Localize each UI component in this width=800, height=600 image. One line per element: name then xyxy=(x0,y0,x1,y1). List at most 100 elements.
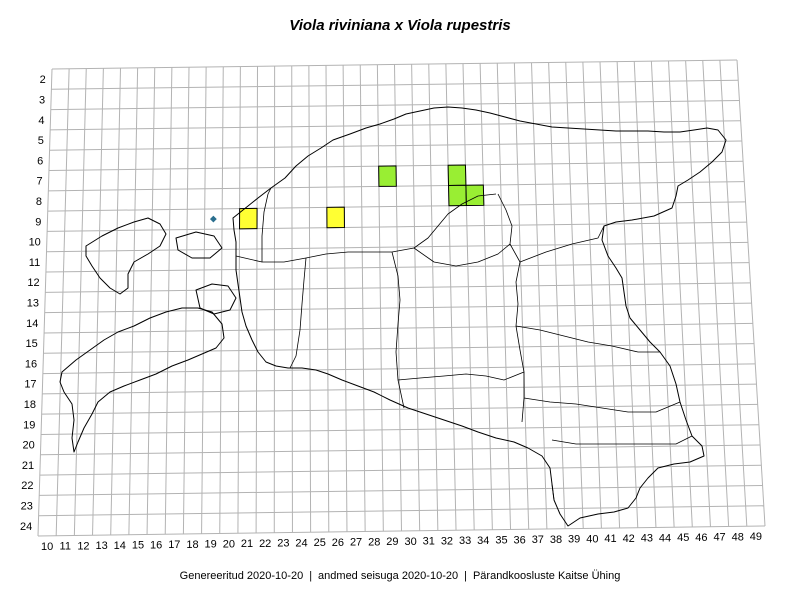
grid-line-horizontal xyxy=(49,140,742,151)
x-axis-label: 20 xyxy=(223,538,235,550)
grid-line-vertical xyxy=(73,68,87,536)
x-axis-label: 38 xyxy=(550,534,562,546)
x-axis-label: 16 xyxy=(150,539,162,551)
occurrence-cell-green xyxy=(447,164,467,187)
grid-line-horizontal xyxy=(38,505,764,517)
y-axis-label: 10 xyxy=(29,237,41,249)
x-axis-label: 28 xyxy=(368,536,380,548)
grid-line-vertical xyxy=(736,59,766,527)
x-axis-label: 25 xyxy=(314,537,326,549)
grid-line-vertical xyxy=(513,62,530,530)
x-axis-label: 35 xyxy=(495,535,507,547)
occurrence-cells-layer xyxy=(239,164,485,230)
grid-line-vertical xyxy=(308,65,312,533)
generated-date: Genereeritud 2020-10-20 xyxy=(179,570,304,582)
grid-line-vertical xyxy=(685,60,711,527)
grid-line-horizontal xyxy=(39,484,763,496)
grid-line-vertical xyxy=(219,66,224,534)
grid-line-horizontal xyxy=(44,322,753,334)
y-axis-label: 2 xyxy=(40,74,46,86)
grid-line-horizontal xyxy=(44,302,752,314)
x-axis-label: 37 xyxy=(532,534,544,546)
grid-line-vertical xyxy=(531,62,548,530)
y-axis-label: 18 xyxy=(24,399,36,411)
grid-line-vertical xyxy=(110,68,121,536)
y-axis-label: 3 xyxy=(39,94,45,106)
vormsi-outline xyxy=(175,231,223,259)
hiiumaa-outline xyxy=(85,217,167,295)
grid-line-vertical xyxy=(128,67,139,535)
x-axis-label: 30 xyxy=(404,536,416,548)
y-axis-label: 11 xyxy=(29,257,40,269)
footer: Genereeritud 2020-10-20 | andmed seisuga 2… xyxy=(0,570,800,582)
grid-layer xyxy=(37,59,766,537)
grid-line-vertical xyxy=(496,63,512,530)
occurrence-cell-green xyxy=(378,165,397,187)
x-axis-label: 33 xyxy=(459,535,471,547)
grid-line-vertical xyxy=(702,60,730,527)
grid-line-vertical xyxy=(201,66,207,534)
x-axis-label: 17 xyxy=(168,539,180,551)
y-axis-label: 9 xyxy=(35,216,41,228)
grid-line-vertical xyxy=(411,64,421,531)
outline-layer xyxy=(59,106,727,527)
grid-line-vertical xyxy=(342,65,348,532)
axis-labels-layer: 10 11 12 13 14 15 16 17 18 19 20 21 22 23 24 25 26 27 28 29… xyxy=(20,74,762,553)
grid-line-horizontal xyxy=(41,403,758,415)
grid-line-horizontal xyxy=(40,444,761,456)
x-axis-label: 13 xyxy=(95,540,107,552)
x-axis-label: 21 xyxy=(241,538,253,550)
grid-line-vertical xyxy=(582,62,602,529)
footer-separator: | xyxy=(309,570,313,582)
x-axis-label: 49 xyxy=(750,531,762,543)
x-axis-label: 45 xyxy=(677,532,689,544)
x-axis-label: 12 xyxy=(77,540,89,552)
x-axis-label: 39 xyxy=(568,534,580,546)
y-axis-label: 16 xyxy=(25,358,37,370)
grid-line-horizontal xyxy=(42,383,757,395)
x-axis-label: 42 xyxy=(623,533,635,545)
x-axis-label: 44 xyxy=(659,532,671,544)
occurrence-cell-yellow xyxy=(239,207,258,230)
grid-line-vertical xyxy=(616,61,639,528)
x-axis-label: 10 xyxy=(41,541,53,553)
grid-line-vertical xyxy=(462,63,475,531)
grid-line-vertical xyxy=(325,65,330,533)
y-axis-label: 22 xyxy=(21,480,33,492)
y-axis-label: 13 xyxy=(27,298,39,310)
grid-line-vertical xyxy=(376,64,384,532)
x-axis-label: 19 xyxy=(205,539,217,551)
x-axis-label: 14 xyxy=(114,540,126,552)
observation-point-marker xyxy=(208,214,218,224)
grid-line-vertical xyxy=(146,67,156,535)
grid-line-horizontal xyxy=(42,363,756,375)
grid-line-vertical xyxy=(599,61,621,529)
organization-name: Pärandkoosluste Kaitse Ühing xyxy=(472,570,621,582)
y-axis-label: 24 xyxy=(20,521,32,533)
grid-line-vertical xyxy=(445,63,457,531)
x-axis-label: 22 xyxy=(259,538,271,550)
y-axis-label: 7 xyxy=(37,176,43,188)
x-axis-label: 27 xyxy=(350,537,362,549)
grid-line-vertical xyxy=(668,60,693,528)
x-axis-label: 41 xyxy=(604,533,616,545)
y-axis-label: 14 xyxy=(26,318,38,330)
y-axis-label: 12 xyxy=(27,277,39,289)
y-axis-label: 20 xyxy=(22,440,34,452)
y-axis-label: 6 xyxy=(37,155,43,167)
grid-line-vertical xyxy=(565,62,584,529)
occurrence-cell-yellow xyxy=(326,206,345,229)
grid-line-vertical xyxy=(359,64,366,532)
y-axis-label: 15 xyxy=(26,338,38,350)
grid-line-vertical xyxy=(37,68,53,537)
x-axis-label: 46 xyxy=(695,532,707,544)
y-axis-label: 4 xyxy=(38,115,44,127)
x-axis-label: 43 xyxy=(641,533,653,545)
x-axis-label: 23 xyxy=(277,538,289,550)
x-axis-label: 26 xyxy=(332,537,344,549)
y-axis-label: 19 xyxy=(23,419,35,431)
y-axis-label: 23 xyxy=(21,501,33,513)
saaremaa-outline xyxy=(59,307,225,453)
y-axis-label: 5 xyxy=(38,135,44,147)
